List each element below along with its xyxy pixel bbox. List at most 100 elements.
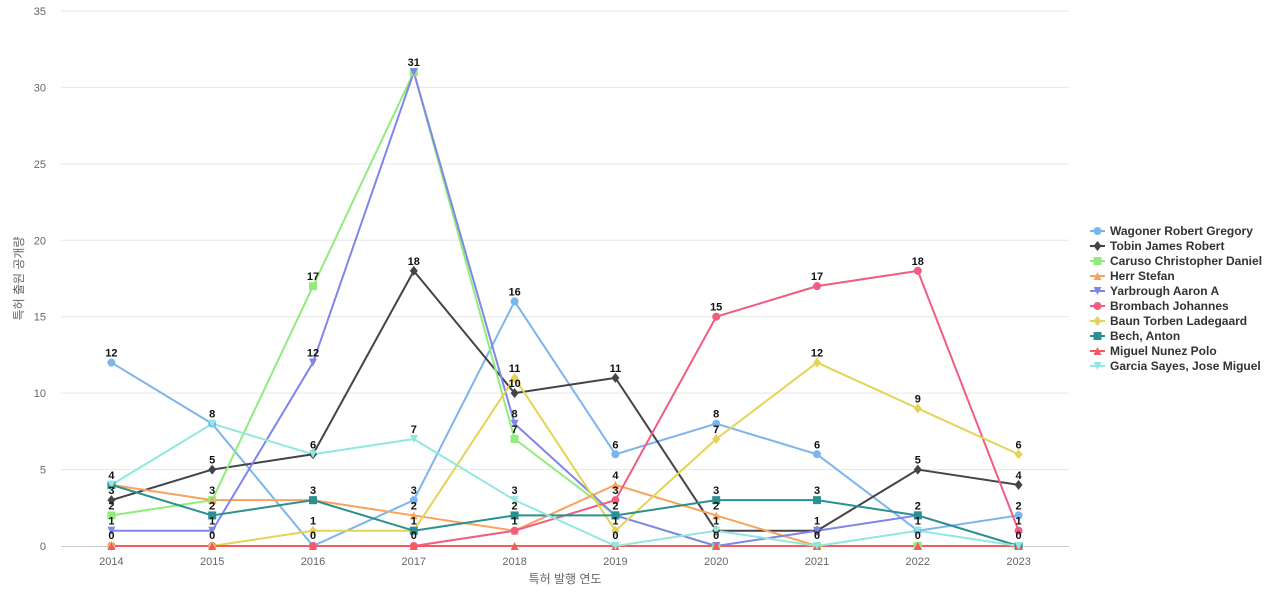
legend-item[interactable]: Miguel Nunez Polo (1090, 344, 1217, 358)
data-point (913, 542, 922, 550)
legend-marker (1093, 347, 1102, 355)
legend-label: Yarbrough Aaron A (1110, 284, 1219, 298)
series-line (110, 300, 1019, 547)
legend-label: Bech, Anton (1110, 329, 1180, 343)
legend-label: Baun Torben Ladegaard (1110, 314, 1247, 328)
data-point (309, 282, 317, 291)
legend-item[interactable]: Bech, Anton (1090, 329, 1180, 343)
data-point (107, 495, 116, 506)
legend-item[interactable]: Caruso Christopher Daniel (1090, 254, 1262, 268)
data-point (510, 419, 519, 428)
data-label: 3 (108, 485, 114, 497)
legend-marker (1093, 272, 1102, 280)
legend-marker (1093, 316, 1102, 326)
data-label: 7 (512, 424, 518, 436)
data-label: 10 (508, 378, 520, 390)
data-label: 0 (713, 530, 719, 542)
series-line (111, 269, 1019, 532)
data-label: 2 (915, 500, 921, 512)
data-label: 18 (912, 256, 924, 268)
legend-item[interactable]: Yarbrough Aaron A (1090, 284, 1219, 298)
data-label: 8 (713, 409, 719, 421)
legend-item[interactable]: Brombach Johannes (1090, 299, 1229, 313)
data-point (611, 480, 620, 489)
data-point (510, 496, 519, 505)
data-label: 3 (612, 485, 618, 497)
series-line (111, 361, 1020, 547)
data-point (309, 358, 317, 367)
data-point (813, 357, 821, 368)
data-point (611, 525, 620, 536)
legend-label: Brombach Johannes (1110, 299, 1229, 313)
y-tick-label: 35 (34, 6, 46, 18)
gridlines (61, 10, 1069, 471)
data-point (309, 542, 317, 550)
data-label: 1 (1016, 516, 1022, 528)
data-point (913, 511, 922, 520)
data-point (813, 526, 821, 535)
data-label: 11 (509, 363, 521, 375)
data-point (712, 312, 721, 321)
data-point (208, 419, 217, 428)
data-label: 2 (713, 500, 719, 512)
data-label: 17 (307, 271, 319, 283)
data-point (510, 526, 519, 535)
data-label: 6 (1016, 439, 1022, 451)
data-label: 1 (108, 516, 114, 528)
data-label: 7 (411, 424, 417, 436)
data-label: 3 (411, 485, 417, 497)
data-label: 3 (512, 485, 518, 497)
data-label: 1 (713, 516, 719, 528)
y-axis-ticks: 0 5 10 15 20 25 30 35 (34, 6, 46, 553)
data-label: 31 (408, 57, 420, 69)
legend-label: Wagoner Robert Gregory (1110, 224, 1253, 238)
data-label: 0 (814, 530, 820, 542)
data-label: 12 (811, 348, 823, 360)
data-point (712, 526, 721, 535)
x-tick-label: 2019 (603, 556, 627, 568)
data-point (913, 266, 922, 275)
y-tick-label: 25 (34, 159, 46, 171)
data-point (510, 435, 519, 443)
data-point (309, 525, 317, 536)
data-label: 0 (915, 530, 921, 542)
data-point (409, 435, 418, 443)
legend-item[interactable]: Garcia Sayes, Jose Miguel (1090, 359, 1261, 373)
data-point (208, 542, 217, 550)
data-point (611, 372, 620, 383)
data-point (611, 542, 620, 550)
y-axis-title: 특허 출원 공개량 (12, 237, 26, 321)
data-label: 1 (814, 516, 820, 528)
data-label: 4 (612, 470, 619, 482)
data-label: 3 (209, 485, 215, 497)
legend-label: Tobin James Robert (1110, 239, 1224, 253)
data-point (1014, 542, 1023, 550)
legend-marker (1093, 257, 1102, 265)
data-label: 8 (209, 409, 215, 421)
data-point (107, 480, 116, 489)
legend-item[interactable]: Baun Torben Ladegaard (1090, 314, 1247, 328)
data-point (107, 526, 116, 535)
data-point (107, 511, 116, 520)
data-point (208, 496, 217, 505)
y-tick-label: 0 (40, 541, 46, 553)
data-point (409, 265, 418, 276)
data-point (913, 403, 922, 414)
legend-item[interactable]: Herr Stefan (1090, 269, 1175, 283)
legend-marker (1093, 302, 1102, 310)
data-label: 6 (612, 439, 618, 451)
data-label: 3 (713, 485, 719, 497)
y-tick-label: 15 (34, 312, 46, 324)
x-axis-ticks: 2014 2015 2016 2017 2018 2019 2020 2021 2022 2023 (99, 556, 1031, 568)
data-label: 1 (411, 516, 417, 528)
legend-item[interactable]: Tobin James Robert (1090, 239, 1224, 253)
data-label: 2 (1016, 500, 1022, 512)
legend-label: Caruso Christopher Daniel (1110, 254, 1262, 268)
series-line (110, 422, 1019, 547)
data-point (813, 450, 821, 459)
data-label: 18 (408, 256, 420, 268)
data-label: 2 (108, 500, 114, 512)
x-tick-label: 2020 (704, 556, 728, 568)
data-label: 9 (915, 393, 921, 405)
legend-item[interactable]: Wagoner Robert Gregory (1090, 224, 1253, 238)
